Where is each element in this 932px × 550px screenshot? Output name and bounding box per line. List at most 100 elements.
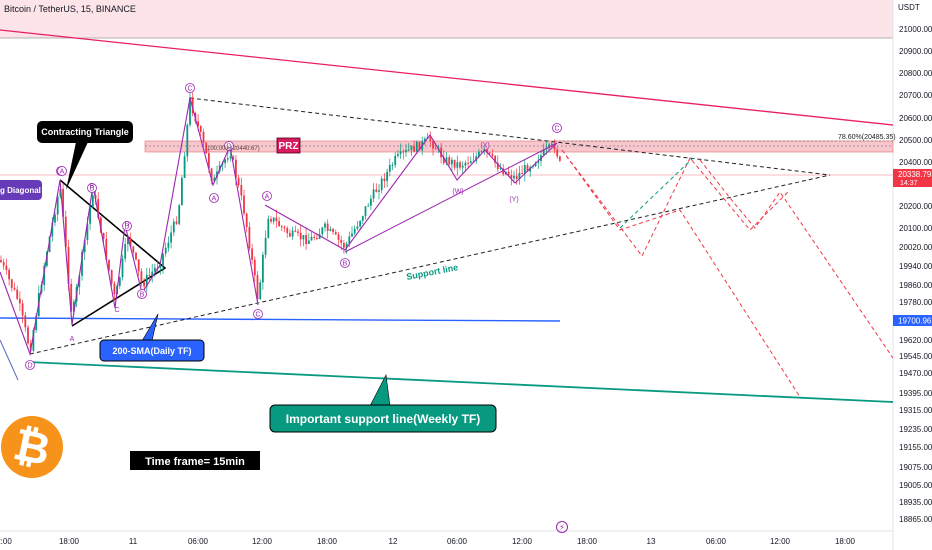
candle-body: [100, 217, 102, 233]
candle-body: [226, 158, 229, 160]
time-tick-label: 18:00: [59, 537, 80, 546]
wave-label: (Y): [509, 197, 518, 204]
candle-body: [343, 242, 345, 248]
candle-body: [445, 157, 448, 164]
candle-body: [291, 230, 294, 237]
wave-label-circle: [552, 123, 562, 133]
candle-body: [302, 235, 305, 240]
candle-body: [64, 216, 67, 247]
time-axis[interactable]: 2:00 18:00 11 06:00 12:00 18:00 12 06:00 12:00 18…: [0, 537, 856, 546]
candle-body: [388, 165, 391, 172]
candle-body: [67, 246, 70, 284]
price-tick-label: 19620.00: [899, 336, 932, 345]
fib-786-label: 78.60%(20485.35): [838, 134, 896, 141]
wave-pattern-right: [264, 134, 558, 251]
bitcoin-logo-icon: ₿: [1, 416, 63, 478]
candle-body: [164, 247, 167, 254]
lightning-icon[interactable]: ⚡: [556, 521, 568, 533]
triangle-upper-line: [189, 97, 831, 176]
candle-body: [475, 156, 478, 161]
candle-body: [256, 275, 259, 300]
prz-zone: [144, 140, 894, 153]
candle-body: [283, 227, 286, 229]
time-tick-label: 13: [647, 537, 656, 546]
candle-body: [375, 189, 378, 192]
price-tick-label: 20600.00: [899, 114, 932, 123]
candle-body: [143, 282, 145, 287]
candle-body: [229, 156, 232, 159]
candle-body: [410, 145, 413, 150]
price-tick-label: 19075.00: [899, 463, 932, 472]
time-frame-box: [130, 451, 260, 470]
candle-body: [89, 207, 91, 224]
wave-label-circle: [253, 309, 263, 319]
time-tick-label: 18:00: [317, 537, 338, 546]
time-tick-label: 06:00: [706, 537, 727, 546]
candle-body: [124, 244, 127, 259]
candle-body: [264, 237, 267, 255]
candle-body: [510, 175, 513, 179]
candle-body: [464, 162, 467, 166]
candle-body: [364, 206, 367, 217]
candle-body: [140, 271, 143, 283]
candle-body: [559, 156, 561, 161]
candle-body: [469, 161, 472, 164]
price-tick-label: 20700.00: [899, 91, 932, 100]
candle-body: [496, 162, 499, 170]
wave-label: A: [60, 169, 65, 176]
candle-body: [148, 275, 151, 277]
candle-body: [189, 97, 191, 125]
candle-body: [159, 266, 162, 268]
candle-body: [56, 196, 59, 215]
time-tick-label: 12:00: [252, 537, 273, 546]
wave-label-circle: [340, 258, 350, 268]
candle-body: [467, 162, 469, 164]
candle-body: [118, 277, 121, 286]
fib-100-label: 100.00%(20440.67): [207, 146, 260, 152]
wave-label-circle: [57, 166, 67, 176]
candle-body: [91, 195, 94, 208]
candle-body: [432, 141, 434, 149]
candle-body: [151, 271, 154, 276]
candle-body: [318, 234, 321, 239]
candle-body: [383, 178, 386, 182]
price-tick-label: 19545.00: [899, 352, 932, 361]
candle-body: [399, 151, 402, 154]
candle-body: [251, 248, 253, 260]
price-axis[interactable]: 21000.00 20900.00 20800.00 20700.00 20600.00…: [899, 25, 932, 524]
candle-body: [372, 189, 375, 199]
candle-body: [32, 330, 35, 351]
candle-body: [356, 226, 359, 229]
candle-body: [8, 270, 10, 280]
minor-wave-label: B: [90, 183, 95, 190]
sma-price-badge: [893, 315, 932, 326]
candle-body: [402, 151, 405, 153]
candle-body: [16, 289, 19, 299]
candle-body: [316, 237, 318, 239]
candle-body: [534, 162, 537, 167]
price-tick-label: 19470.00: [899, 369, 932, 378]
candle-body: [367, 205, 370, 207]
candle-body: [310, 236, 313, 241]
candle-body: [321, 227, 324, 235]
candle-body: [394, 155, 397, 165]
candle-body: [10, 279, 13, 288]
time-tick-label: 11: [129, 537, 138, 546]
candle-body: [35, 316, 37, 331]
svg-text:g Diagonal: g Diagonal: [0, 186, 41, 195]
price-tick-label: 19155.00: [899, 443, 932, 452]
candle-body: [54, 214, 56, 223]
candle-body: [245, 213, 248, 227]
candle-body: [326, 223, 329, 231]
projection-green: [619, 157, 694, 229]
time-tick-label: 06:00: [447, 537, 468, 546]
candle-body: [167, 242, 170, 248]
candle-body: [499, 168, 502, 170]
support-line: [29, 174, 831, 355]
price-tick-label: 19860.00: [899, 281, 932, 290]
candle-body: [24, 315, 27, 328]
candle-body: [83, 240, 86, 253]
candle-body: [353, 228, 356, 234]
candle-body: [361, 216, 364, 221]
